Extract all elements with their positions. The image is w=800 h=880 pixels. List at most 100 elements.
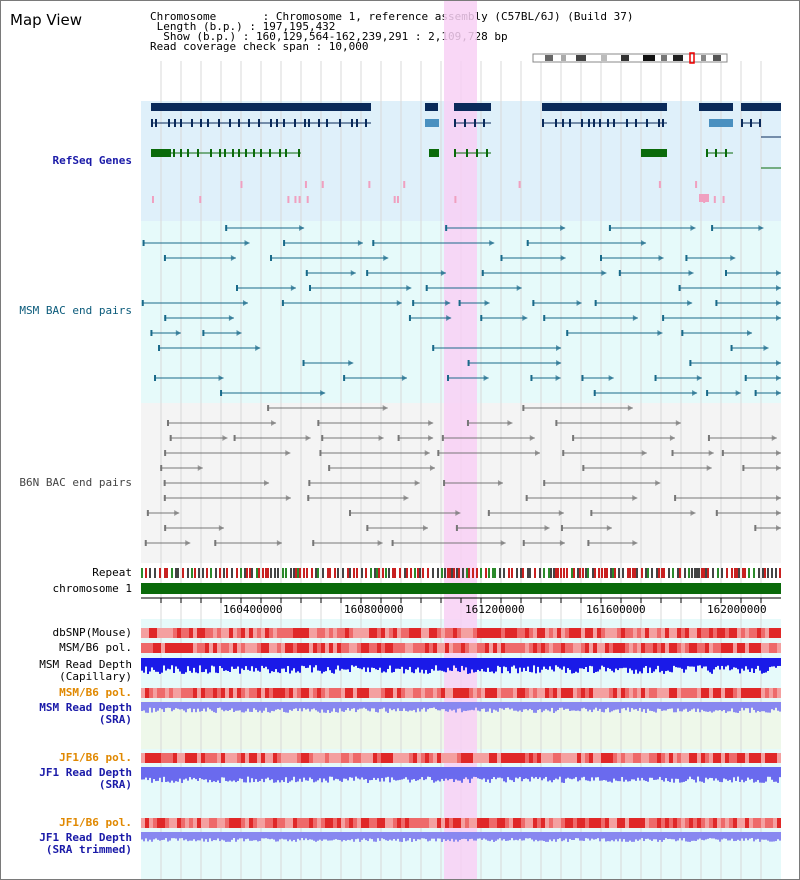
gene-exon: [599, 119, 601, 127]
msm-sra-depth-bar: [277, 702, 279, 710]
jf1-sra-depth-bar: [727, 767, 729, 781]
jf1-trimmed-depth-bar: [403, 832, 405, 839]
msm-sra-depth-bar: [777, 702, 779, 711]
jf1-pol-heat: [333, 753, 337, 763]
jf1-trimmed-depth-bar: [683, 832, 685, 839]
msm-bac-arrow: [776, 360, 781, 366]
jf1-trimmed-depth-bar: [463, 832, 465, 839]
msm-sra-depth-bar: [705, 702, 707, 712]
track-label-jf1-pol-2[interactable]: JF1/B6 pol.: [59, 816, 132, 829]
gene-exon: [318, 119, 320, 127]
jf1-pol-heat: [709, 753, 713, 763]
msm-capillary-depth-bar: [469, 658, 471, 674]
repeat-mark: [738, 568, 740, 578]
jf1-sra-depth-bar: [729, 767, 731, 780]
msm-pol-heat: [777, 688, 781, 698]
jf1-pol-heat: [393, 753, 397, 763]
msm-sra-depth-bar: [455, 702, 457, 713]
msm-capillary-depth-bar: [689, 658, 691, 667]
msm-capillary-depth-bar: [423, 658, 425, 674]
jf1-trimmed-depth-bar: [559, 832, 561, 839]
msm-capillary-depth-bar: [447, 658, 449, 668]
jf1-trimmed-depth-bar: [339, 832, 341, 841]
msm-sra-depth-bar: [469, 702, 471, 711]
msm-sra-depth-bar: [171, 702, 173, 712]
jf1-trimmed-depth-bar: [441, 832, 443, 842]
jf1-sra-depth-bar: [631, 767, 633, 780]
track-label-jf1-depth-sra[interactable]: JF1 Read Depth: [39, 766, 132, 779]
track-label-msm-pol-1[interactable]: MSM/B6 pol.: [59, 641, 132, 654]
gene-exon: [229, 119, 231, 127]
repeat-mark: [394, 568, 396, 578]
dbsnp-heat: [713, 628, 717, 638]
jf1-trimmed-depth-bar: [567, 832, 569, 842]
dbsnp-heat: [309, 628, 313, 638]
msm-capillary-depth-bar: [609, 658, 611, 669]
msm-sra-depth-bar: [761, 702, 763, 712]
jf1-sra-depth-bar: [475, 767, 477, 778]
track-label-repeat[interactable]: Repeat: [92, 566, 132, 579]
msm-sra-depth-bar: [581, 702, 583, 709]
repeat-mark: [594, 568, 596, 578]
repeat-mark: [458, 568, 460, 578]
jf1-sra-depth-bar: [735, 767, 737, 781]
msm-capillary-depth-bar: [219, 658, 221, 666]
jf1-pol-heat: [277, 753, 281, 763]
track-label-msm-pol-2[interactable]: MSM/B6 pol.: [59, 686, 132, 699]
repeat-mark: [347, 568, 349, 578]
track-label-msm-depth-sra[interactable]: MSM Read Depth: [39, 701, 132, 714]
msm-capillary-depth-bar: [655, 658, 657, 670]
gene-exon: [197, 149, 199, 157]
jf1-trimmed-depth-bar: [519, 832, 521, 839]
msm-capillary-depth-bar: [399, 658, 401, 669]
jf1-trimmed-depth-bar: [273, 832, 275, 840]
dbsnp-heat: [345, 628, 349, 638]
msm-pol-heat: [349, 643, 353, 653]
jf1-sra-depth-bar: [765, 767, 767, 782]
msm-capillary-depth-bar: [523, 658, 525, 668]
track-label-jf1-depth-trim[interactable]: JF1 Read Depth: [39, 831, 132, 844]
jf1-pol-heat: [145, 753, 149, 763]
track-label-msm-bac[interactable]: MSM BAC end pairs: [19, 304, 132, 317]
jf1-sra-depth-bar: [373, 767, 375, 778]
jf1-trimmed-depth-bar: [251, 832, 253, 841]
dbsnp-heat: [385, 628, 389, 638]
track-label-chromosome[interactable]: chromosome 1: [52, 582, 132, 595]
track-label-jf1-pol-1[interactable]: JF1/B6 pol.: [59, 751, 132, 764]
jf1-pol-heat: [393, 818, 397, 828]
jf1-pol-heat: [677, 818, 681, 828]
jf1-trimmed-depth-bar: [247, 832, 249, 839]
msm-capillary-depth-bar: [181, 658, 183, 674]
jf1-sra-depth-bar: [225, 767, 227, 781]
jf1-trimmed-depth-bar: [583, 832, 585, 841]
msm-sra-depth-bar: [631, 702, 633, 709]
msm-bac-end: [532, 300, 535, 306]
msm-capillary-depth-bar: [465, 658, 467, 668]
track-label-refseq[interactable]: RefSeq Genes: [52, 154, 132, 167]
track-label-b6n-bac[interactable]: B6N BAC end pairs: [19, 476, 132, 489]
msm-sra-depth-bar: [337, 702, 339, 713]
jf1-trimmed-depth-bar: [249, 832, 251, 841]
jf1-sra-depth-bar: [163, 767, 165, 777]
jf1-pol-heat: [497, 753, 501, 763]
msm-capillary-depth-bar: [639, 658, 641, 672]
gene-exon: [454, 119, 456, 127]
msm-capillary-depth-bar: [477, 658, 479, 670]
track-label-msm-depth-cap[interactable]: MSM Read Depth: [39, 658, 132, 671]
msm-sra-depth-bar: [703, 702, 705, 712]
jf1-sra-depth-bar: [589, 767, 591, 782]
msm-bac-end: [480, 315, 483, 321]
msm-pol-heat: [581, 643, 585, 653]
jf1-pol-heat: [345, 753, 349, 763]
repeat-mark: [334, 568, 336, 578]
b6n-bac-arrow: [414, 480, 420, 486]
msm-pol-heat: [733, 688, 737, 698]
jf1-pol-heat: [373, 818, 377, 828]
jf1-trimmed-depth-bar: [301, 832, 303, 839]
b6n-bac-end: [707, 435, 710, 441]
track-label-jf1-depth-sra-sub: (SRA): [98, 778, 132, 791]
jf1-trimmed-depth-bar: [353, 832, 355, 842]
dbsnp-heat: [181, 628, 185, 638]
track-label-dbsnp[interactable]: dbSNP(Mouse): [52, 626, 132, 639]
